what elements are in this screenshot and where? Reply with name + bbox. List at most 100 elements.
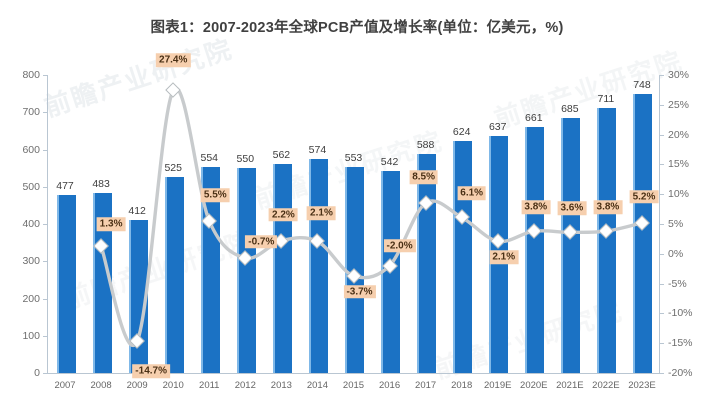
y-axis-left-tick-mark <box>43 149 47 151</box>
bar-value-label: 661 <box>525 111 543 124</box>
y-axis-left-tick-mark <box>43 224 47 225</box>
bar-value-label: 554 <box>200 151 219 164</box>
y-axis-right-tick-label: 30% <box>668 69 690 81</box>
y-axis-left-tick-mark <box>43 112 47 114</box>
y-axis-right-tick-label: -10% <box>668 307 693 320</box>
bar <box>128 219 148 373</box>
x-axis-tick-label: 2015 <box>342 380 365 391</box>
y-axis-right-tick-mark <box>660 253 664 255</box>
y-axis-left-tick-mark <box>43 186 47 188</box>
right-axis-line <box>659 75 660 373</box>
x-axis-tick-label: 2017 <box>415 380 437 391</box>
y-axis-right-tick-mark <box>660 224 664 225</box>
bar-value-label: 588 <box>416 138 435 151</box>
bar-value-label: 748 <box>633 79 651 92</box>
growth-rate-label: -0.7% <box>245 235 278 249</box>
y-axis-left-tick-label: 800 <box>22 69 40 81</box>
bar-value-label: 711 <box>597 93 615 106</box>
y-axis-right-tick-mark <box>660 373 664 374</box>
growth-rate-label: 1.3% <box>96 217 126 231</box>
bar-value-label: 637 <box>488 120 507 133</box>
y-axis-left-tick-label: 700 <box>22 106 40 119</box>
bar <box>453 140 473 373</box>
bar <box>633 94 653 373</box>
growth-rate-label: 3.8% <box>593 200 623 214</box>
bar-value-label: 542 <box>380 156 399 169</box>
y-axis-left-tick-mark <box>43 373 47 374</box>
x-axis-tick-label: 2007 <box>54 380 76 391</box>
y-axis-right-tick-label: -20% <box>668 367 693 379</box>
y-axis-left-tick-mark <box>43 298 47 300</box>
bar-value-label: 553 <box>344 152 363 164</box>
x-axis-tick-label: 2013 <box>270 380 292 391</box>
growth-rate-label: -2.0% <box>383 238 416 253</box>
y-axis-left-tick-mark <box>43 75 47 76</box>
y-axis-right-tick-mark <box>660 194 664 196</box>
x-axis-tick-label: 2021E <box>556 380 584 391</box>
y-axis-left-tick-label: 0 <box>34 367 40 379</box>
bar-value-label: 624 <box>452 125 471 138</box>
bar-value-label: 477 <box>56 180 74 193</box>
y-axis-right-tick-mark <box>660 283 664 285</box>
bar <box>597 108 617 373</box>
x-axis-tick-label: 2019E <box>483 380 512 391</box>
chart-title: 图表1：2007-2023年全球PCB产值及增长率(单位：亿美元，%) <box>150 20 564 36</box>
growth-rate-label: 27.4% <box>156 53 191 68</box>
bar-value-label: 574 <box>308 144 327 157</box>
y-axis-right-tick-label: 0% <box>668 247 684 260</box>
bar <box>164 177 184 373</box>
y-axis-left-tick-label: 600 <box>22 143 40 156</box>
x-axis-tick-label: 2008 <box>90 380 112 391</box>
growth-rate-label: 5.2% <box>629 190 659 204</box>
y-axis-right-tick-label: 20% <box>668 128 690 141</box>
y-axis-right-tick-label: 10% <box>668 188 690 201</box>
line-data-marker <box>165 82 181 99</box>
y-axis-right-tick-label: -15% <box>668 337 693 350</box>
y-axis-right-tick-mark <box>660 313 664 315</box>
y-axis-right-tick-mark <box>660 104 664 106</box>
x-axis-tick-label: 2012 <box>234 380 256 391</box>
growth-rate-label: 3.8% <box>521 200 551 214</box>
x-axis-tick-label: 2010 <box>162 380 184 391</box>
y-axis-left-tick-label: 300 <box>22 255 40 268</box>
growth-rate-label: 5.5% <box>200 188 230 202</box>
bottom-axis-line <box>47 373 660 374</box>
y-axis-right-tick-label: 25% <box>668 98 690 111</box>
growth-rate-label: 6.1% <box>457 186 487 201</box>
x-axis-tick-label: 2014 <box>306 380 329 391</box>
bar-value-label: 550 <box>236 153 255 166</box>
y-axis-left-tick-label: 100 <box>22 329 40 342</box>
y-axis-left-tick-label: 200 <box>22 292 40 305</box>
x-axis-tick-label: 2009 <box>126 380 148 391</box>
x-axis-tick-label: 2020E <box>520 380 548 391</box>
bar <box>56 195 76 373</box>
bar-value-label: 562 <box>272 148 291 161</box>
bar-value-label: 685 <box>561 102 579 115</box>
growth-rate-label: 3.6% <box>557 201 587 216</box>
x-axis-tick-label: 2011 <box>199 380 220 391</box>
x-axis-tick-label: 2022E <box>592 380 620 391</box>
x-axis-tick-label: 2023E <box>628 380 656 391</box>
watermark-text: 前瞻产业研究院 <box>60 225 257 315</box>
y-axis-right-tick-mark <box>660 164 664 166</box>
bar <box>272 163 292 373</box>
x-axis-tick-label: 2018 <box>451 380 473 391</box>
bar-value-label: 483 <box>92 178 110 191</box>
y-axis-left-tick-mark <box>43 261 47 263</box>
x-axis-tick-label: 2016 <box>378 380 401 391</box>
watermark-text: 前瞻产业研究院 <box>40 33 237 123</box>
bar-value-label: 525 <box>164 162 182 175</box>
growth-rate-label: -14.7% <box>132 364 170 379</box>
y-axis-left-tick-mark <box>43 335 47 337</box>
bar <box>236 168 256 373</box>
y-axis-left-tick-label: 500 <box>22 180 40 193</box>
y-axis-right-tick-mark <box>660 134 664 136</box>
y-axis-right-tick-label: 15% <box>668 158 690 171</box>
bar <box>525 126 545 373</box>
growth-rate-label: 2.1% <box>307 206 336 221</box>
y-axis-right-tick-mark <box>660 343 664 345</box>
bar <box>308 159 328 373</box>
left-axis-line <box>47 75 48 373</box>
growth-rate-label: -3.7% <box>343 285 376 299</box>
